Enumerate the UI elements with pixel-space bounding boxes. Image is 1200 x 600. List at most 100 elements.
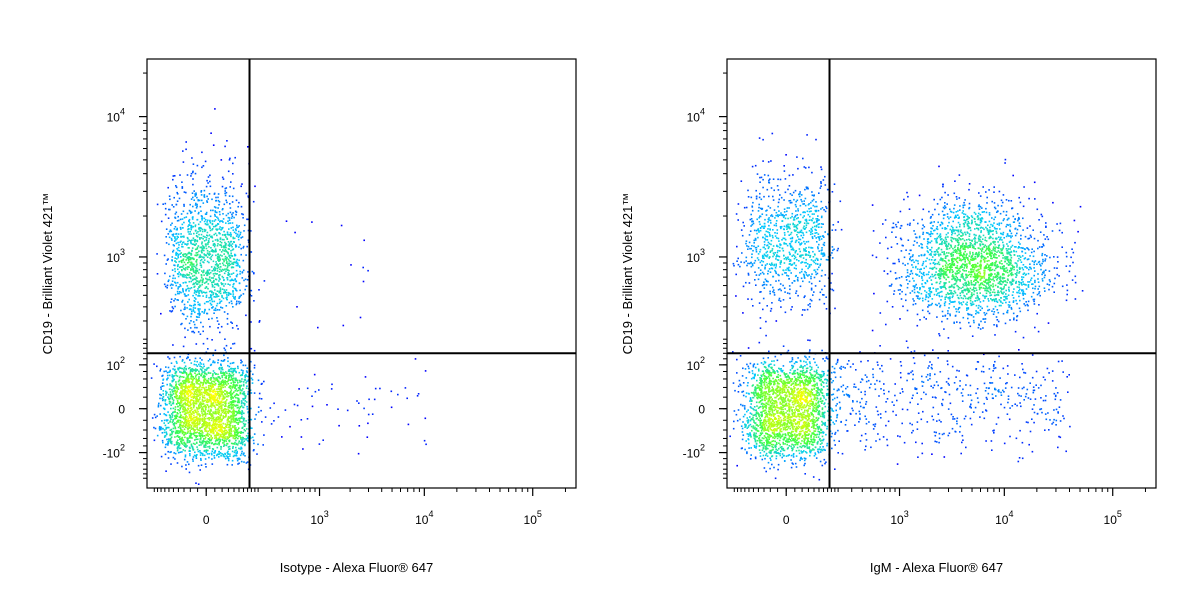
data-point (214, 379, 217, 381)
data-point (225, 344, 228, 347)
data-point (221, 397, 224, 400)
data-point (190, 315, 192, 318)
data-point (774, 477, 777, 480)
data-point (191, 265, 193, 267)
data-point (204, 397, 206, 399)
data-point (242, 437, 244, 439)
data-point (189, 304, 191, 307)
data-point (226, 455, 228, 457)
data-point (982, 365, 985, 368)
data-point (242, 406, 244, 409)
data-point (228, 159, 231, 161)
data-point (169, 384, 171, 387)
data-point (193, 363, 196, 366)
data-point (195, 232, 198, 234)
data-point (223, 397, 226, 399)
data-point (198, 429, 201, 431)
data-point (243, 420, 245, 422)
data-point (232, 455, 235, 458)
data-point (173, 175, 176, 177)
data-point (196, 448, 199, 451)
data-point (210, 430, 213, 432)
data-point (734, 389, 736, 392)
data-point (238, 419, 241, 422)
data-point (217, 391, 219, 393)
data-point (227, 364, 229, 367)
data-point (211, 394, 213, 397)
data-point (230, 393, 232, 396)
data-point (251, 427, 253, 429)
data-point (163, 419, 166, 422)
data-point (1065, 255, 1068, 258)
data-point (742, 382, 745, 384)
data-point (169, 451, 171, 454)
data-point (186, 307, 188, 309)
data-point (224, 423, 227, 425)
data-point (238, 412, 241, 415)
data-point (190, 383, 193, 386)
data-point (214, 283, 217, 285)
data-point (859, 351, 861, 353)
data-point (219, 240, 222, 243)
data-point (848, 360, 850, 362)
data-point (190, 418, 192, 420)
data-point (1017, 387, 1020, 389)
data-point (181, 181, 183, 183)
data-point (236, 407, 239, 409)
data-point (245, 370, 248, 372)
data-point (208, 396, 211, 399)
data-point (169, 275, 171, 278)
data-point (223, 374, 225, 376)
data-point (1052, 421, 1055, 424)
data-point (207, 433, 209, 435)
data-point (896, 399, 898, 402)
data-point (214, 215, 216, 217)
data-point (218, 255, 220, 257)
data-point (183, 395, 186, 398)
data-point (192, 330, 194, 333)
data-point (193, 390, 196, 393)
data-point (242, 383, 245, 386)
data-point (947, 434, 950, 437)
data-point (887, 247, 889, 250)
data-point (191, 330, 193, 333)
data-point (218, 367, 220, 370)
data-point (1005, 199, 1008, 201)
data-point (416, 395, 419, 397)
data-point (217, 327, 219, 329)
data-point (214, 452, 216, 454)
data-point (216, 427, 218, 429)
data-point (221, 429, 223, 431)
data-point (220, 404, 222, 406)
data-point (197, 464, 200, 467)
data-point (218, 436, 221, 439)
data-point (157, 404, 160, 406)
data-point (256, 453, 258, 455)
data-point (226, 372, 228, 375)
data-point (173, 444, 176, 446)
data-point (213, 455, 215, 457)
data-point (237, 205, 239, 208)
data-point (225, 214, 228, 217)
data-point (165, 228, 168, 230)
data-point (181, 439, 184, 441)
data-point (218, 456, 220, 458)
data-point (947, 350, 949, 352)
data-point (163, 413, 165, 415)
data-point (187, 429, 189, 431)
data-point (229, 232, 232, 234)
data-point (225, 262, 228, 264)
data-point (166, 383, 168, 386)
data-point (218, 232, 221, 235)
data-point (249, 389, 252, 391)
data-point (201, 393, 203, 395)
data-point (191, 268, 194, 271)
data-point (228, 410, 230, 412)
data-point (242, 392, 245, 394)
data-point (1026, 227, 1029, 229)
data-point (952, 418, 954, 420)
data-point (200, 442, 202, 444)
data-point (189, 454, 191, 457)
data-point (219, 213, 221, 216)
data-point (211, 429, 213, 431)
